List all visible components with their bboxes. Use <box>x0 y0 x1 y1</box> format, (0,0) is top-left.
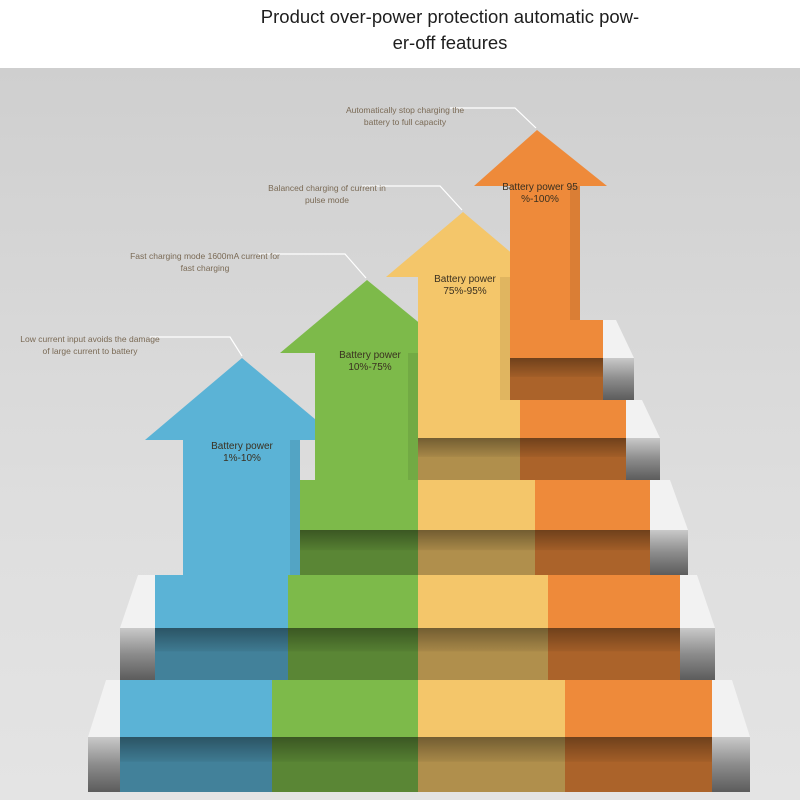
arrow-label-blue-line1: Battery power <box>211 441 273 452</box>
stair-tread-blue <box>155 575 288 628</box>
callout-text-blue-line1: Low current input avoids the damage <box>20 334 160 344</box>
stair-tread-yellow <box>418 480 535 530</box>
arrow-label-orange-line2: %-100% <box>521 194 559 205</box>
stair-step-1 <box>510 320 634 400</box>
stair-cap-right <box>626 438 660 480</box>
stair-tread-orange <box>535 480 650 530</box>
callout-text-orange-line2: battery to full capacity <box>364 117 447 127</box>
stair-tread-orange <box>548 575 680 628</box>
stair-riser-shadow <box>300 530 418 551</box>
stair-step-2 <box>418 400 660 480</box>
stair-riser-shadow <box>272 737 418 762</box>
arrow-shaft-shade <box>408 353 418 480</box>
stair-tread-yellow <box>418 575 548 628</box>
stair-cap-left <box>120 628 155 680</box>
callout-text-yellow-line2: pulse mode <box>305 195 349 205</box>
arrow-label-green-line2: 10%-75% <box>348 362 391 373</box>
stair-riser-shadow <box>535 530 650 551</box>
stair-cap-right <box>712 737 750 792</box>
arrow-orange: Battery power 95%-100% <box>474 130 607 320</box>
stair-tread-yellow <box>418 400 520 438</box>
callout-leader-line <box>150 336 243 357</box>
callout-text-orange-line1: Automatically stop charging the <box>346 105 464 115</box>
callout-blue: Low current input avoids the damage of la… <box>20 334 243 357</box>
stair-step-4 <box>120 575 715 680</box>
callout-text-green-line1: Fast charging mode 1600mA current for <box>130 251 280 261</box>
callout-text-green-line2: fast charging <box>181 263 230 273</box>
stair-tread-green <box>300 480 418 530</box>
arrow-shaft-shade <box>290 440 300 575</box>
stair-cap-right <box>680 628 715 680</box>
stair-tread-orange <box>520 400 626 438</box>
diagram-title: Product over-power protection automatic … <box>190 4 710 56</box>
stair-riser-shadow <box>288 628 418 652</box>
callout-orange: Automatically stop charging the battery t… <box>346 105 537 129</box>
stair-riser-shadow <box>155 628 288 652</box>
stair-riser-shadow <box>418 737 565 762</box>
callout-text-blue-line2: of large current to battery <box>43 346 139 356</box>
arrow-label-yellow-line2: 75%-95% <box>443 286 486 297</box>
stair-tread-green <box>272 680 418 737</box>
stair-cap-right <box>650 530 688 575</box>
callout-leader-line <box>258 253 367 279</box>
arrow-label-green-line1: Battery power <box>339 350 401 361</box>
callout-yellow: Balanced charging of current in pulse mod… <box>268 183 463 211</box>
stair-tread-orange <box>510 320 603 358</box>
stair-riser-shadow <box>418 530 535 551</box>
callout-leader-line <box>450 107 537 129</box>
stair-tread-blue <box>120 680 272 737</box>
arrow-label-blue-line2: 1%-10% <box>223 453 261 464</box>
stair-riser-shadow <box>510 358 603 377</box>
stair-tread-green <box>288 575 418 628</box>
callout-text-yellow-line1: Balanced charging of current in <box>268 183 386 193</box>
arrow-shaft-shade <box>500 277 510 400</box>
callouts-group: Low current input avoids the damage of la… <box>20 105 537 357</box>
stair-riser-shadow <box>120 737 272 762</box>
stair-riser-shadow <box>418 438 520 457</box>
arrow-label-orange-line1: Battery power 95 <box>502 182 578 193</box>
stair-step-5 <box>88 680 750 792</box>
stair-step-3 <box>300 480 688 575</box>
callout-leader-line <box>362 185 463 211</box>
stair-tread-orange <box>565 680 712 737</box>
stair-cap-right <box>603 358 634 400</box>
stair-cap-left <box>88 737 120 792</box>
title-line-2: er-off features <box>392 32 508 53</box>
arrow-label-yellow-line1: Battery power <box>434 274 496 285</box>
arrow-shaft-shade <box>570 186 580 320</box>
stair-riser-shadow <box>418 628 548 652</box>
callout-green: Fast charging mode 1600mA current for fas… <box>130 251 367 279</box>
stair-riser-shadow <box>565 737 712 762</box>
title-line-1: Product over-power protection automatic … <box>260 6 640 27</box>
staircase <box>88 320 750 792</box>
stair-riser-shadow <box>520 438 626 457</box>
stair-tread-yellow <box>418 680 565 737</box>
stair-riser-shadow <box>548 628 680 652</box>
